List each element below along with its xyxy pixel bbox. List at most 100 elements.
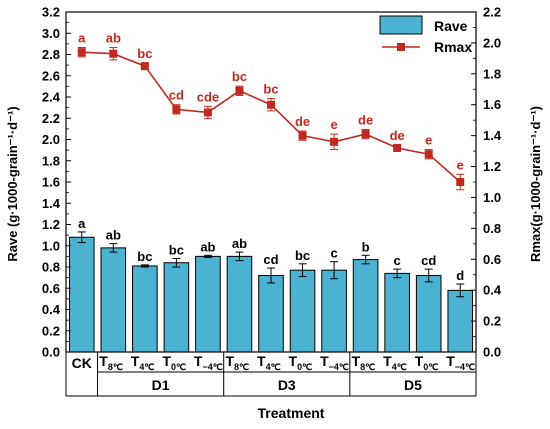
bar-rave <box>100 247 127 353</box>
y-tick-label-left: 1.8 <box>42 153 60 168</box>
category-label: T−4℃ <box>446 353 475 372</box>
point-rmax <box>140 62 149 71</box>
rmax-significance-letter: de <box>295 114 310 129</box>
category-label: T4℃ <box>383 353 407 372</box>
point-rmax <box>235 86 244 95</box>
group-label: D1 <box>152 377 170 393</box>
point-rmax <box>393 144 402 152</box>
y-tick-label-left: 2.0 <box>42 132 60 147</box>
y-tick-label-right: 0.0 <box>483 345 501 360</box>
y-tick-label-left: 2.2 <box>42 111 60 126</box>
legend: Rave Rmax <box>379 15 472 55</box>
x-axis-title: Treatment <box>258 405 325 421</box>
y-tick-label-left: 0.4 <box>42 302 61 317</box>
category-label: T−4℃ <box>320 353 349 372</box>
legend-rmax-marker <box>397 43 405 51</box>
y-tick-label-left: 0.0 <box>42 345 60 360</box>
y-tick-label-left: 0.6 <box>42 281 60 296</box>
bar-rave <box>321 269 347 353</box>
rave-significance-letter: cd <box>421 253 436 268</box>
rave-significance-letter: ab <box>200 239 215 254</box>
category-label: T0℃ <box>162 353 186 372</box>
rave-significance-letter: c <box>394 253 401 268</box>
y-tick-label-right: 1.2 <box>483 159 501 174</box>
bar-rave <box>163 262 190 353</box>
category-label: T8℃ <box>225 353 249 372</box>
bar-rave <box>258 275 284 353</box>
y-tick-label-left: 2.4 <box>42 90 61 105</box>
rave-significance-letter: d <box>456 268 464 283</box>
rave-significance-letter: b <box>362 239 370 254</box>
y-tick-label-right: 1.8 <box>483 66 501 81</box>
rmax-significance-letter: de <box>358 112 373 127</box>
category-label: T4℃ <box>257 353 281 372</box>
y-tick-label-right: 0.4 <box>483 283 502 298</box>
rmax-significance-letter: e <box>457 157 464 172</box>
y-tick-label-right: 1.4 <box>483 128 502 143</box>
bar-rave <box>384 272 410 353</box>
rave-significance-letter: ab <box>232 236 247 251</box>
point-rmax <box>109 49 118 58</box>
legend-rmax-label: Rmax <box>434 39 472 55</box>
bar-rave <box>447 289 474 353</box>
category-label: T8℃ <box>352 353 376 372</box>
point-rmax <box>424 150 433 159</box>
y-tick-label-left: 1.4 <box>42 196 61 211</box>
y-tick-label-left: 0.8 <box>42 260 60 275</box>
y-tick-label-right: 1.6 <box>483 97 501 112</box>
category-label: T8℃ <box>99 353 123 372</box>
category-label: T0℃ <box>289 353 313 372</box>
y-tick-label-right: 0.2 <box>483 314 501 329</box>
rmax-significance-letter: ab <box>106 31 121 46</box>
point-rmax <box>456 178 465 186</box>
point-rmax <box>330 137 339 146</box>
category-label: T4℃ <box>131 353 155 372</box>
point-rmax <box>77 48 86 57</box>
rmax-significance-letter: cde <box>197 89 219 104</box>
rmax-significance-letter: e <box>425 133 432 148</box>
rave-significance-letter: bc <box>169 243 184 258</box>
y-tick-label-left: 3.0 <box>42 26 60 41</box>
rave-significance-letter: bc <box>137 249 152 264</box>
y-axis-title-left: Rave (g·1000-grain⁻¹·d⁻¹) <box>5 106 20 261</box>
bar-rave <box>415 275 442 353</box>
line-rmax <box>81 51 461 183</box>
y-tick-label-right: 2.2 <box>483 5 501 20</box>
y-tick-label-right: 0.6 <box>483 252 501 267</box>
y-tick-label-right: 1.0 <box>483 190 501 205</box>
rmax-significance-letter: bc <box>263 82 278 97</box>
rave-significance-letter: a <box>78 216 86 231</box>
rave-significance-letter: cd <box>263 252 278 267</box>
rmax-significance-letter: de <box>390 128 405 143</box>
rave-significance-letter: bc <box>295 248 310 263</box>
rave-significance-letter: c <box>330 246 337 261</box>
point-rmax <box>203 108 212 117</box>
y-tick-label-left: 1.2 <box>42 217 60 232</box>
group-label: D5 <box>404 377 422 393</box>
category-label: T0℃ <box>415 353 439 372</box>
y-tick-label-left: 2.8 <box>42 47 60 62</box>
bar-rave <box>226 255 253 353</box>
y-axis-title-right: Rmax(g·1000-grain⁻¹·d⁻¹) <box>528 106 543 262</box>
y-tick-label-left: 1.0 <box>42 238 60 253</box>
bar-rave <box>68 236 95 353</box>
y-tick-label-right: 2.0 <box>483 35 501 50</box>
bar-rave <box>195 255 221 353</box>
bar-rave <box>289 269 316 353</box>
point-rmax <box>361 130 370 139</box>
y-tick-label-right: 0.8 <box>483 221 501 236</box>
point-rmax <box>298 131 307 140</box>
y-tick-label-left: 2.6 <box>42 68 60 83</box>
rave-significance-letter: ab <box>106 228 121 243</box>
point-rmax <box>267 100 275 109</box>
category-label: CK <box>72 355 92 371</box>
category-label: T−4℃ <box>194 353 223 372</box>
rmax-significance-letter: bc <box>232 69 247 84</box>
y-tick-label-left: 3.2 <box>42 5 60 20</box>
bar-rave <box>132 265 158 353</box>
legend-rave-swatch <box>379 15 423 35</box>
rmax-significance-letter: cd <box>169 88 184 103</box>
rmax-significance-letter: bc <box>137 46 152 61</box>
bar-rave <box>352 259 379 353</box>
